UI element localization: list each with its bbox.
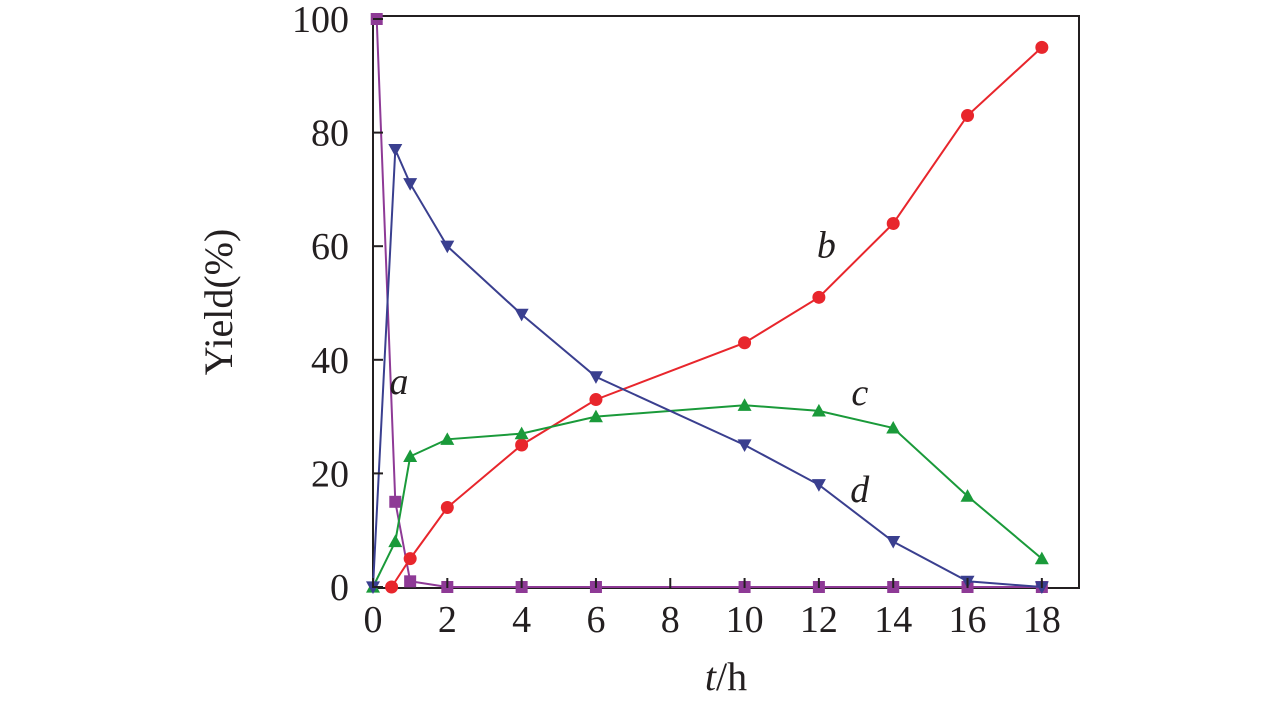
- series-d: [366, 144, 1049, 594]
- x-axis-label-unit: /h: [716, 654, 747, 699]
- series-label-c: c: [851, 372, 868, 414]
- y-axis-label: Yield(%): [196, 229, 241, 376]
- x-tick-label: 6: [586, 599, 605, 641]
- series-c-line: [372, 404, 1043, 588]
- y-tick-label: 0: [330, 567, 349, 609]
- series-a: [370, 13, 1048, 593]
- series-c-marker: [886, 420, 901, 434]
- x-tick-label: 12: [800, 599, 838, 641]
- x-tick-label: 10: [726, 599, 764, 641]
- series-b-line: [390, 46, 1043, 588]
- series-label-d: d: [850, 469, 870, 511]
- y-tick-label: 60: [311, 226, 349, 268]
- series-d-marker: [588, 371, 603, 384]
- series-d-marker: [514, 308, 529, 322]
- series-label-a: a: [390, 361, 409, 403]
- series-d-marker: [886, 535, 901, 549]
- series-c-marker: [388, 534, 403, 548]
- series-a-marker: [389, 495, 402, 508]
- x-axis-label-variable: t: [705, 654, 717, 699]
- series-c-marker: [811, 403, 826, 417]
- series-b-marker: [1035, 40, 1049, 54]
- x-tick-label: 0: [364, 599, 383, 641]
- series-a-marker: [404, 575, 417, 588]
- series-b-marker: [589, 393, 603, 407]
- x-tick-label: 14: [874, 599, 912, 641]
- y-tick-label: 20: [311, 453, 349, 495]
- x-tick-label: 8: [661, 599, 680, 641]
- series-d-marker: [403, 178, 418, 191]
- plot-frame: [372, 15, 1080, 589]
- series-a-line: [375, 18, 1042, 588]
- series-d-line: [372, 149, 1042, 588]
- series-b: [385, 40, 1049, 594]
- x-tick-label: 4: [512, 599, 531, 641]
- series-d-marker: [737, 439, 752, 452]
- x-tick-label: 18: [1023, 599, 1061, 641]
- tick-layer: 0 2 4 6 8 10 12 14 16 18 0 20 40 60 80 100: [292, 0, 1061, 641]
- series-label-b: b: [817, 225, 836, 267]
- series-b-marker: [403, 552, 417, 566]
- y-tick-label: 80: [311, 113, 349, 155]
- annotation-layer: a b c d: [390, 225, 871, 511]
- y-tick-label: 100: [292, 0, 349, 41]
- series-c-marker: [440, 432, 455, 445]
- series-c-marker: [1034, 551, 1049, 565]
- x-tick-label: 16: [949, 599, 987, 641]
- series-c-marker: [403, 449, 418, 462]
- series-c-marker: [737, 398, 752, 411]
- series-b-marker: [812, 290, 826, 304]
- series-c-marker: [588, 409, 603, 423]
- series-c: [366, 398, 1049, 593]
- x-tick-label: 2: [438, 599, 457, 641]
- series-d-marker: [811, 479, 826, 492]
- series-b-marker: [440, 500, 454, 514]
- x-axis-label: t/h: [705, 654, 747, 699]
- y-tick-label: 40: [311, 340, 349, 382]
- series-d-marker: [440, 240, 455, 254]
- series-b-marker: [738, 336, 752, 350]
- series-c-marker: [960, 489, 975, 502]
- series-b-marker: [385, 580, 399, 594]
- series-b-marker: [515, 438, 529, 452]
- series-d-marker: [388, 144, 403, 157]
- series-layer: [366, 13, 1049, 594]
- series-b-marker: [886, 216, 900, 230]
- series-c-marker: [514, 426, 529, 440]
- series-b-marker: [961, 109, 975, 123]
